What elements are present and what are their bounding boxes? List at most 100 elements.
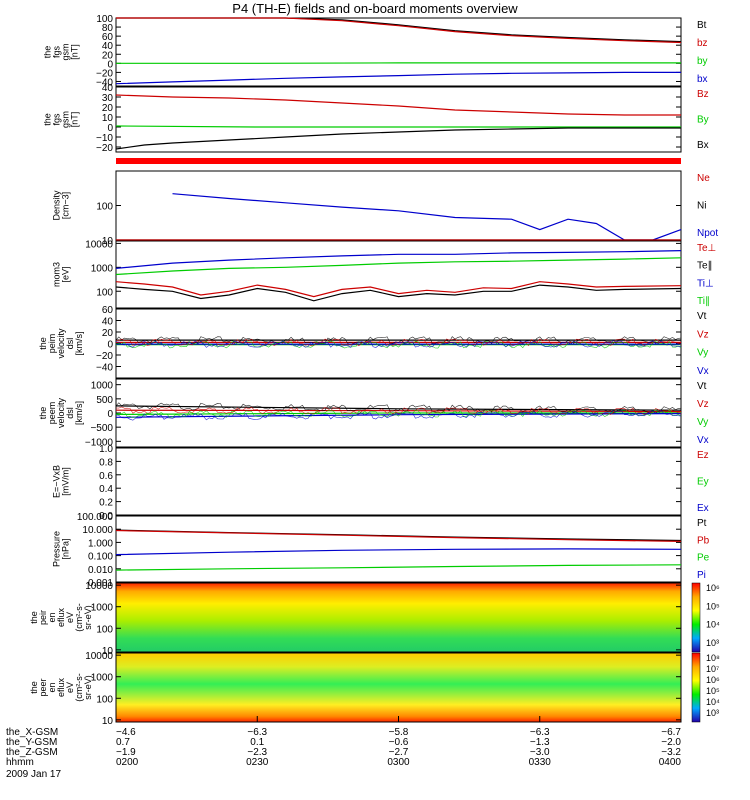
y-tick-label: −500: [90, 423, 113, 434]
x-axis-row-value: 0330: [529, 757, 552, 768]
y-tick-label: 1000: [91, 381, 114, 392]
y-tick-label: 0.6: [99, 471, 113, 482]
panel-peir-spectrogram: [115, 582, 701, 653]
x-axis-row-label: hhmm: [6, 757, 34, 768]
y-axis-label: [km/s]: [74, 332, 84, 356]
legend-label: Vt: [697, 381, 707, 392]
y-tick-label: 0: [107, 123, 113, 134]
panel-density: [115, 170, 682, 241]
panel-efield: [115, 447, 682, 516]
y-tick-label: 20: [102, 328, 114, 339]
y-tick-label: 1000: [91, 603, 114, 614]
panel-peer-spectrogram: [115, 652, 701, 723]
panel-frame: [115, 582, 682, 653]
y-tick-label: 100.000: [77, 512, 114, 523]
y-tick-label: 0.001: [88, 578, 113, 589]
y-axis-label: peer: [38, 678, 48, 696]
x-axis-row-label: the_Y-GSM: [6, 737, 57, 748]
legend-label: bz: [697, 38, 708, 49]
legend-label: Ni: [697, 201, 706, 212]
y-axis-label: eV: [65, 682, 75, 693]
x-axis-row-value: 0300: [387, 757, 410, 768]
colorbar-tick-label: 10³: [706, 638, 719, 648]
y-tick-label: −40: [96, 77, 113, 88]
y-axis-label: sr-eV): [83, 605, 93, 630]
y-tick-label: 10: [102, 646, 114, 657]
colorbar-tick-label: 10³: [706, 708, 719, 718]
x-axis-row-label: the_X-GSM: [6, 727, 58, 738]
y-tick-label: 100: [96, 14, 113, 25]
x-axis-row-value: −2.0: [661, 737, 681, 748]
series-noise-Vt: [115, 402, 682, 414]
y-axis-label: [cm−3]: [61, 192, 71, 219]
series-noise-Vy: [115, 409, 682, 418]
x-axis-date: 2009 Jan 17: [6, 769, 61, 780]
y-tick-label: 0.100: [88, 552, 113, 563]
y-tick-label: −20: [96, 351, 113, 362]
series-line-Pi: [115, 548, 682, 556]
series-line-Bz: [115, 94, 681, 116]
y-tick-label: 0: [107, 59, 113, 70]
y-tick-label: 500: [96, 395, 113, 406]
y-tick-label: 100: [96, 287, 113, 298]
y-tick-label: 0.0: [99, 511, 113, 522]
x-axis-row-value: 0.1: [250, 737, 264, 748]
legend-label: Pt: [697, 518, 707, 529]
spectrogram-fill: [116, 653, 681, 722]
x-axis-row-value: 0230: [246, 757, 269, 768]
panel-pressure: [115, 515, 682, 583]
panel-temperature: [115, 240, 682, 309]
x-axis-row-value: −6.3: [530, 727, 550, 738]
y-tick-label: 20: [102, 50, 114, 61]
y-tick-label: 100: [96, 624, 113, 635]
x-axis-row-value: −0.6: [389, 737, 409, 748]
legend-label: Bx: [697, 140, 709, 151]
y-axis-label: the: [38, 337, 48, 350]
y-axis-label: [nT]: [70, 112, 80, 128]
series-line-Vt: [115, 405, 682, 411]
legend-label: Vy: [697, 417, 708, 428]
legend-label: Pi: [697, 570, 706, 581]
colorbar: [691, 582, 701, 653]
y-tick-label: 40: [102, 83, 114, 94]
series-line-Pt: [115, 529, 682, 542]
colorbar-tick-label: 10⁶: [706, 675, 720, 685]
series-noise-Vy: [115, 340, 682, 349]
series-line-Bx: [115, 127, 681, 150]
colorbar-tick-label: 10⁷: [706, 664, 719, 674]
y-tick-label: −20: [96, 68, 113, 79]
y-tick-label: 10.000: [82, 525, 113, 536]
y-axis-label: eV: [65, 612, 75, 623]
spectrogram-fill: [116, 583, 681, 652]
series-line-Te⊥: [115, 281, 682, 298]
y-axis-label: the: [29, 681, 39, 694]
y-tick-label: 0.010: [88, 565, 113, 576]
series-line-Bt: [116, 17, 682, 43]
y-tick-label: 10000: [85, 581, 113, 592]
legend-label: Ez: [697, 450, 709, 461]
legend-label: Bt: [697, 20, 707, 31]
y-tick-label: 60: [102, 305, 114, 316]
y-axis-label: the: [43, 46, 53, 59]
y-axis-label: [nT]: [70, 44, 80, 60]
series-line-Ti⊥: [115, 250, 682, 269]
y-tick-label: 1.0: [99, 444, 113, 455]
panel-frame: [115, 86, 682, 153]
series-line-By: [115, 125, 681, 128]
colorbar: [691, 652, 701, 723]
y-axis-label: velocity: [56, 397, 66, 428]
y-tick-label: 0: [107, 340, 113, 351]
legend-label: Te⊥: [697, 243, 716, 254]
y-axis-label: dsl: [65, 338, 75, 350]
y-axis-label: [eV]: [61, 266, 71, 282]
y-axis-label: velocity: [56, 328, 66, 359]
legend-label: By: [697, 115, 709, 126]
y-axis-label: peim: [47, 334, 57, 354]
y-tick-label: 10: [102, 716, 114, 727]
x-axis-row-value: −1.9: [116, 747, 136, 758]
y-axis-label: eflux: [56, 607, 66, 627]
panel-peim-velocity: [115, 308, 682, 379]
legend-label: Ex: [697, 503, 709, 514]
series-noise-Vx: [115, 340, 682, 348]
y-axis-label: en: [47, 612, 57, 622]
